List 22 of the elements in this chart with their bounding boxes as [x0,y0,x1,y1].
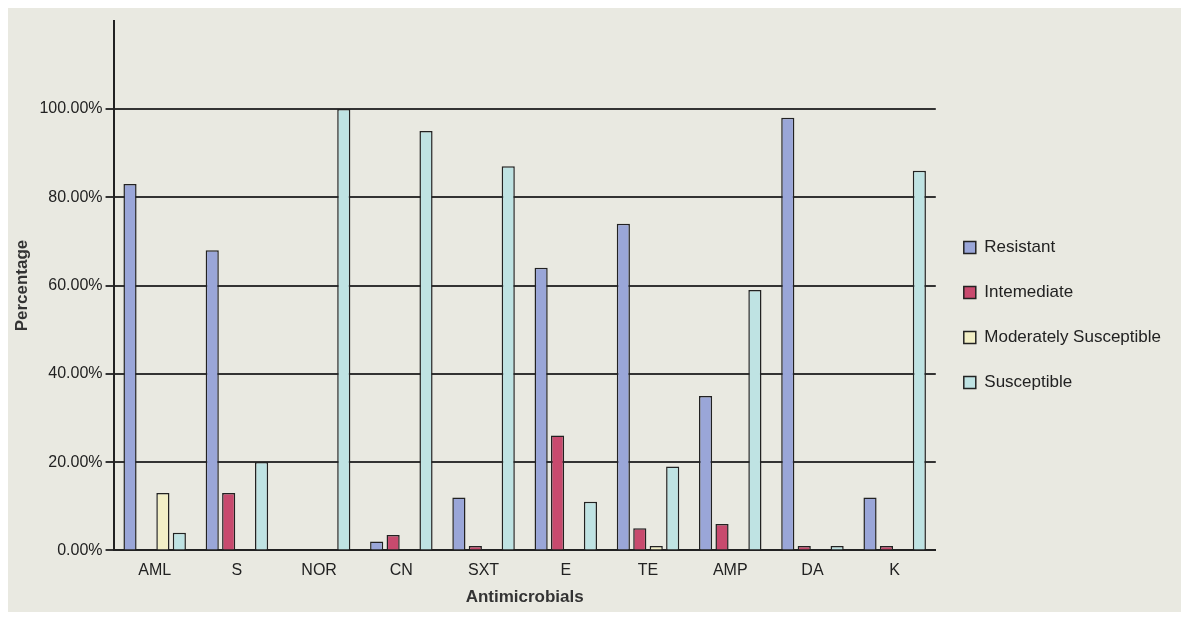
x-tick-label: TE [637,561,659,579]
x-tick-label: DA [801,561,824,579]
x-tick-label: K [889,561,901,579]
x-tick-label: SXT [468,561,500,579]
legend-label: Susceptible [984,372,1073,392]
x-tick-label: CN [389,561,413,579]
x-tick-label: NOR [301,561,337,579]
x-tick-label: E [560,561,572,579]
x-tick-label: AMP [712,561,748,579]
x-axis-title: Antimicrobials [465,587,584,607]
y-tick-label: 20.00% [48,452,103,470]
legend-label: Moderately Susceptible [984,327,1162,347]
y-tick-label: 80.00% [48,187,103,205]
legend-label: Intemediate [984,282,1074,302]
y-tick-label: 60.00% [48,275,103,293]
y-tick-label: 100.00% [39,99,103,117]
y-axis-title: Percentage [11,239,31,332]
y-tick-label: 40.00% [48,364,103,382]
x-tick-label: S [231,561,243,579]
legend-label: Resistant [984,237,1056,257]
y-tick-label: 0.00% [57,540,103,558]
x-tick-label: AML [138,561,172,579]
